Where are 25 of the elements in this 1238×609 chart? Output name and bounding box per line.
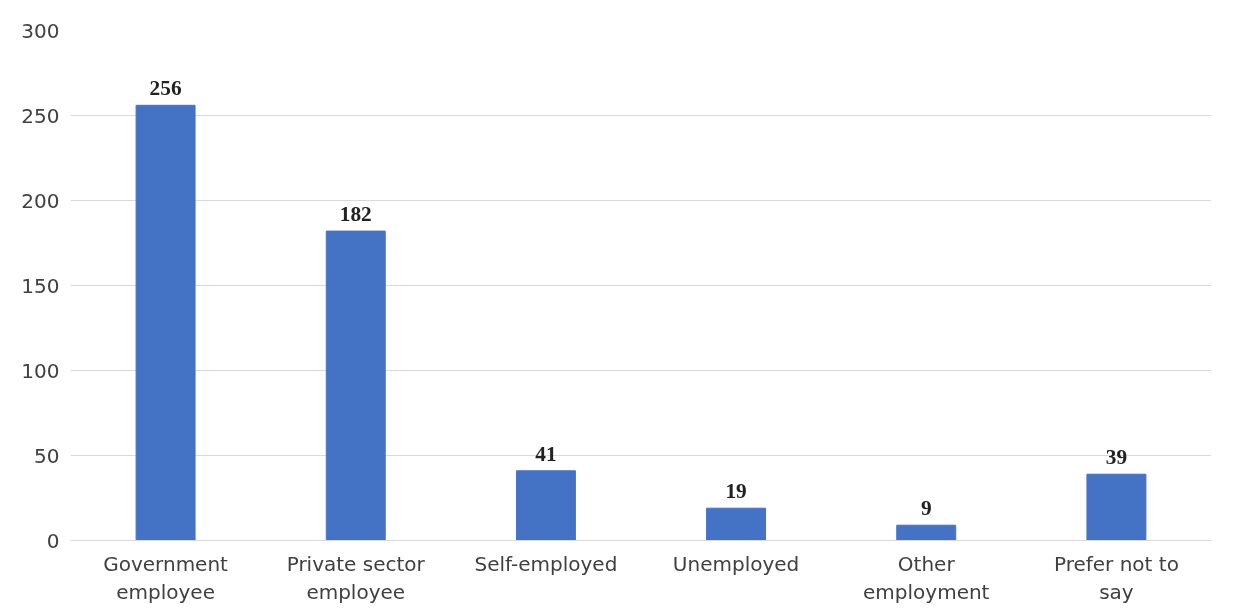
data-label: 256	[149, 76, 182, 101]
x-tick-label: Self-employed	[474, 551, 618, 576]
bar	[896, 524, 957, 541]
data-label: 39	[1105, 445, 1128, 470]
bar	[1086, 473, 1147, 541]
y-tick-label: 250	[21, 103, 60, 128]
x-tick-label: Prefer not to say	[1053, 551, 1179, 605]
bar	[325, 230, 386, 541]
y-tick-label: 200	[21, 188, 60, 213]
y-tick-label: 300	[21, 18, 60, 43]
y-tick-label: 150	[21, 273, 60, 298]
x-tick-label: Government employee	[103, 551, 229, 605]
y-tick-label: 50	[34, 443, 60, 468]
data-label: 9	[920, 496, 932, 521]
data-label: 41	[535, 441, 557, 466]
x-tick-label: Other employment	[863, 551, 990, 605]
data-label: 19	[725, 479, 747, 504]
data-label: 182	[339, 202, 372, 227]
y-tick-label: 100	[21, 358, 60, 383]
bar	[135, 104, 196, 541]
x-tick-label: Private sector employee	[286, 551, 426, 605]
bar	[515, 470, 576, 541]
y-tick-label: 0	[46, 528, 60, 553]
bar	[706, 507, 767, 541]
x-tick-label: Unemployed	[672, 551, 800, 576]
